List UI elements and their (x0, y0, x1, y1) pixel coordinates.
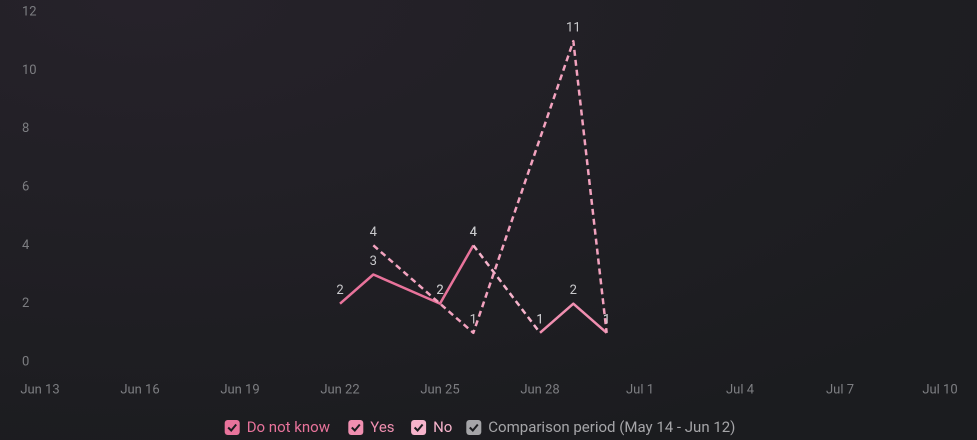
check-icon (469, 423, 479, 432)
legend-label: Do not know (247, 418, 330, 436)
x-tick-label: Jun 16 (120, 382, 159, 397)
x-tick-label: Jun 13 (20, 382, 59, 397)
data-label: 3 (370, 254, 377, 269)
y-tick-label: 12 (22, 4, 37, 19)
data-label: 1 (470, 312, 477, 327)
series-line (339, 244, 475, 305)
x-tick-label: Jul 10 (922, 382, 957, 397)
data-label: 1 (536, 312, 543, 327)
data-label: 4 (470, 225, 478, 240)
legend-item[interactable]: Do not know (224, 418, 330, 436)
data-label: 11 (566, 21, 581, 36)
legend-item[interactable]: No (411, 418, 452, 436)
x-tick-label: Jun 28 (520, 382, 559, 397)
data-label: 2 (436, 283, 443, 298)
legend-checkbox[interactable] (411, 420, 427, 435)
data-label: 1 (536, 312, 543, 327)
series-line (372, 39, 608, 335)
legend-label: No (433, 418, 452, 436)
x-tick-label: Jul 1 (626, 382, 654, 397)
legend-checkbox[interactable] (224, 420, 240, 435)
legend-item[interactable]: Comparison period (May 14 - Jun 12) (466, 418, 735, 436)
legend-label: Comparison period (May 14 - Jun 12) (488, 418, 735, 436)
data-label: 1 (603, 312, 610, 327)
check-icon (351, 423, 361, 432)
x-tick-label: Jul 4 (726, 382, 755, 397)
y-tick-label: 8 (22, 121, 29, 136)
check-icon (413, 423, 424, 432)
legend-item[interactable]: Yes (348, 418, 395, 436)
y-tick-label: 4 (22, 238, 30, 253)
data-label: 1 (603, 312, 610, 327)
y-tick-label: 6 (22, 179, 29, 194)
x-tick-label: Jun 22 (320, 382, 359, 397)
data-label: 2 (436, 283, 443, 298)
data-label: 4 (470, 225, 478, 240)
legend-checkbox[interactable] (348, 420, 364, 435)
series-line (472, 244, 541, 334)
legend-checkbox[interactable] (466, 420, 482, 435)
y-tick-label: 10 (22, 63, 37, 78)
x-tick-label: Jul 7 (826, 382, 854, 397)
check-icon (227, 423, 237, 432)
data-label: 2 (570, 283, 577, 298)
x-tick-label: Jun 25 (420, 382, 459, 397)
data-label: 2 (336, 283, 343, 298)
data-label: 4 (370, 225, 378, 240)
x-tick-label: Jun 19 (220, 382, 259, 397)
y-tick-label: 0 (22, 354, 29, 369)
y-tick-label: 2 (22, 296, 29, 311)
legend-label: Yes (370, 418, 394, 436)
legend: Do not know Yes No Comparison period (May 1… (224, 418, 735, 436)
series-line (539, 302, 608, 334)
